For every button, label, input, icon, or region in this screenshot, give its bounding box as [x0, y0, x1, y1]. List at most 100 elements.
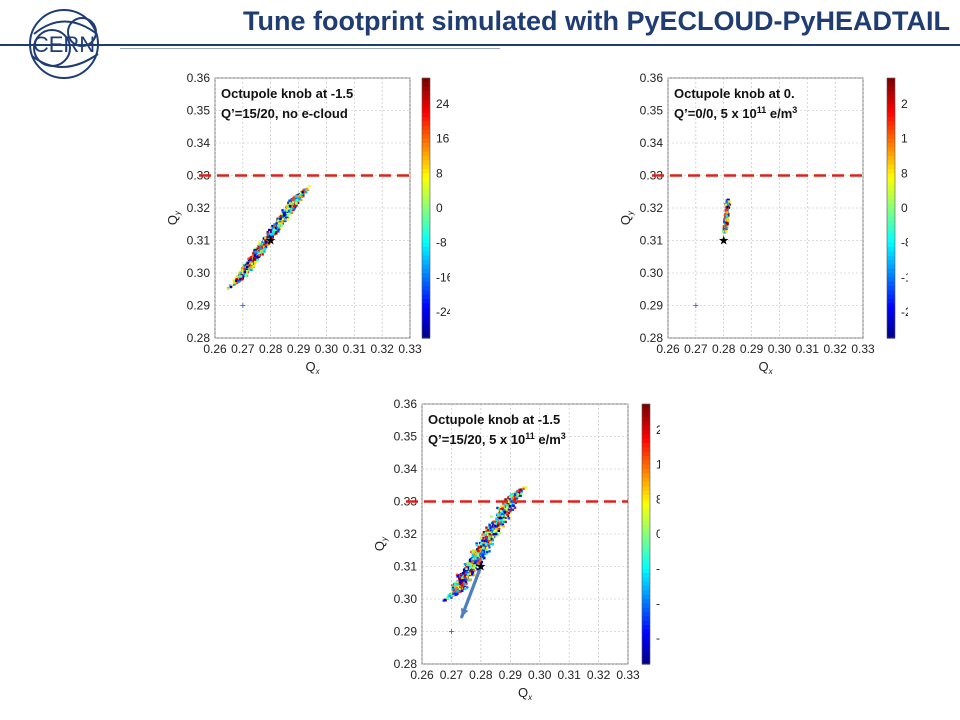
footprint-point: [481, 539, 484, 542]
blue-cross-marker: [240, 303, 246, 308]
footprint-point: [508, 497, 512, 501]
footprint-point: [485, 543, 488, 546]
x-tick-label: 0.29: [740, 342, 764, 356]
y-tick-label: 0.34: [187, 136, 211, 150]
footprint-point: [504, 520, 507, 524]
footprint-point: [477, 546, 480, 549]
footprint-point: [462, 578, 466, 582]
footprint-point: [283, 211, 287, 214]
footprint-point: [254, 248, 257, 252]
footprint-point: [295, 202, 298, 205]
footprint-point: [489, 526, 492, 530]
footprint-point: [289, 203, 292, 207]
chart-panel-bottom: 0.26 0.27 0.28 0.29 0.30 0.31 0.32 0.33 0.28 0.29…: [360, 390, 706, 715]
y-tick-label: 0.36: [187, 71, 211, 85]
footprint-point: [292, 207, 296, 211]
footprint-point: [292, 196, 295, 200]
shift-arrow: [460, 564, 483, 619]
colorbar-tick-label: 0: [656, 527, 660, 541]
footprint-point: [495, 517, 498, 521]
footprint-point: [290, 207, 293, 211]
footprint-point: [479, 552, 483, 555]
footprint-point: [258, 253, 261, 257]
footprint-point: [472, 563, 475, 567]
footprint-point: [504, 516, 507, 519]
footprint-point: [276, 219, 280, 222]
footprint-point: [305, 187, 308, 191]
footprint-point: [458, 590, 461, 593]
x-tick-label: 0.33: [398, 342, 422, 356]
footprint-point: [241, 266, 245, 269]
footprint-point: [511, 500, 515, 503]
footprint-point: [485, 552, 488, 555]
footprint-point: [290, 211, 293, 214]
footprint-point: [473, 564, 476, 567]
footprint-point: [450, 591, 453, 594]
x-tick-label: 0.30: [768, 342, 792, 356]
footprint-point: [508, 511, 512, 514]
footprint-point: [485, 538, 488, 541]
annotation-part: Q’=15/20, no e-cloud: [221, 106, 348, 121]
footprint-point: [233, 281, 236, 284]
footprint-point: [240, 278, 244, 281]
colorbar-tick-label: 0: [901, 201, 908, 215]
footprint-point: [472, 569, 476, 572]
colorbar-tick-label: -8: [436, 236, 447, 250]
footprint-point: [517, 491, 521, 494]
grid: [667, 77, 864, 339]
footprint-point: [293, 204, 296, 207]
footprint-point: [476, 568, 479, 571]
y-tick-label: 0.35: [640, 104, 664, 118]
y-tick-label: 0.33: [640, 169, 664, 183]
footprint-point: [253, 247, 257, 251]
y-tick-label: 0.33: [187, 169, 211, 183]
footprint-point: [724, 214, 727, 217]
footprint-point: [257, 255, 260, 258]
footprint-point: [473, 561, 477, 564]
footprint-point: [503, 511, 507, 514]
footprint-point: [497, 507, 501, 510]
footprint-point: [460, 578, 464, 581]
colorbar-tick-label: -24: [656, 631, 660, 645]
footprint-point: [468, 562, 471, 565]
x-tick-label: 0.32: [370, 342, 394, 356]
footprint-point: [493, 529, 497, 533]
footprint-point: [502, 518, 506, 521]
y-tick-label: 0.28: [394, 657, 418, 671]
footprint-point: [472, 565, 475, 568]
y-tick-label: 0.28: [187, 331, 211, 345]
footprint-point: [250, 268, 254, 271]
x-tick-label: 0.32: [823, 342, 847, 356]
x-tick-label: 0.26: [410, 668, 434, 682]
footprint-point: [468, 560, 472, 563]
footprint-point: [519, 488, 523, 491]
colorbar: [421, 77, 431, 339]
footprint-point: [495, 532, 498, 536]
footprint-point: [724, 212, 727, 216]
colorbar-tick-label: 8: [656, 492, 660, 506]
footprint-point: [504, 514, 508, 518]
footprint-point: [506, 500, 510, 504]
footprint-point: [253, 260, 257, 264]
footprint-point: [468, 572, 472, 575]
y-tick-label: 0.28: [640, 331, 664, 345]
footprint-point: [510, 493, 513, 497]
footprint-point: [470, 573, 474, 576]
footprint-point: [491, 542, 495, 546]
footprint-point: [514, 491, 518, 495]
colorbar-tick-label: -24: [901, 305, 908, 319]
footprint-point: [508, 499, 512, 502]
footprint-point: [248, 261, 251, 265]
footprint-point: [280, 217, 283, 220]
footprint-point: [491, 530, 494, 533]
footprint-point: [726, 220, 730, 224]
footprint-point: [470, 569, 473, 573]
footprint-point: [265, 239, 269, 242]
footprint-point: [499, 512, 502, 515]
footprint-point: [452, 591, 455, 594]
footprint-point: [259, 249, 263, 253]
footprint-point: [479, 545, 483, 549]
footprint-point: [726, 203, 730, 207]
footprint-point: [726, 222, 729, 225]
x-tick-label: 0.30: [315, 342, 339, 356]
